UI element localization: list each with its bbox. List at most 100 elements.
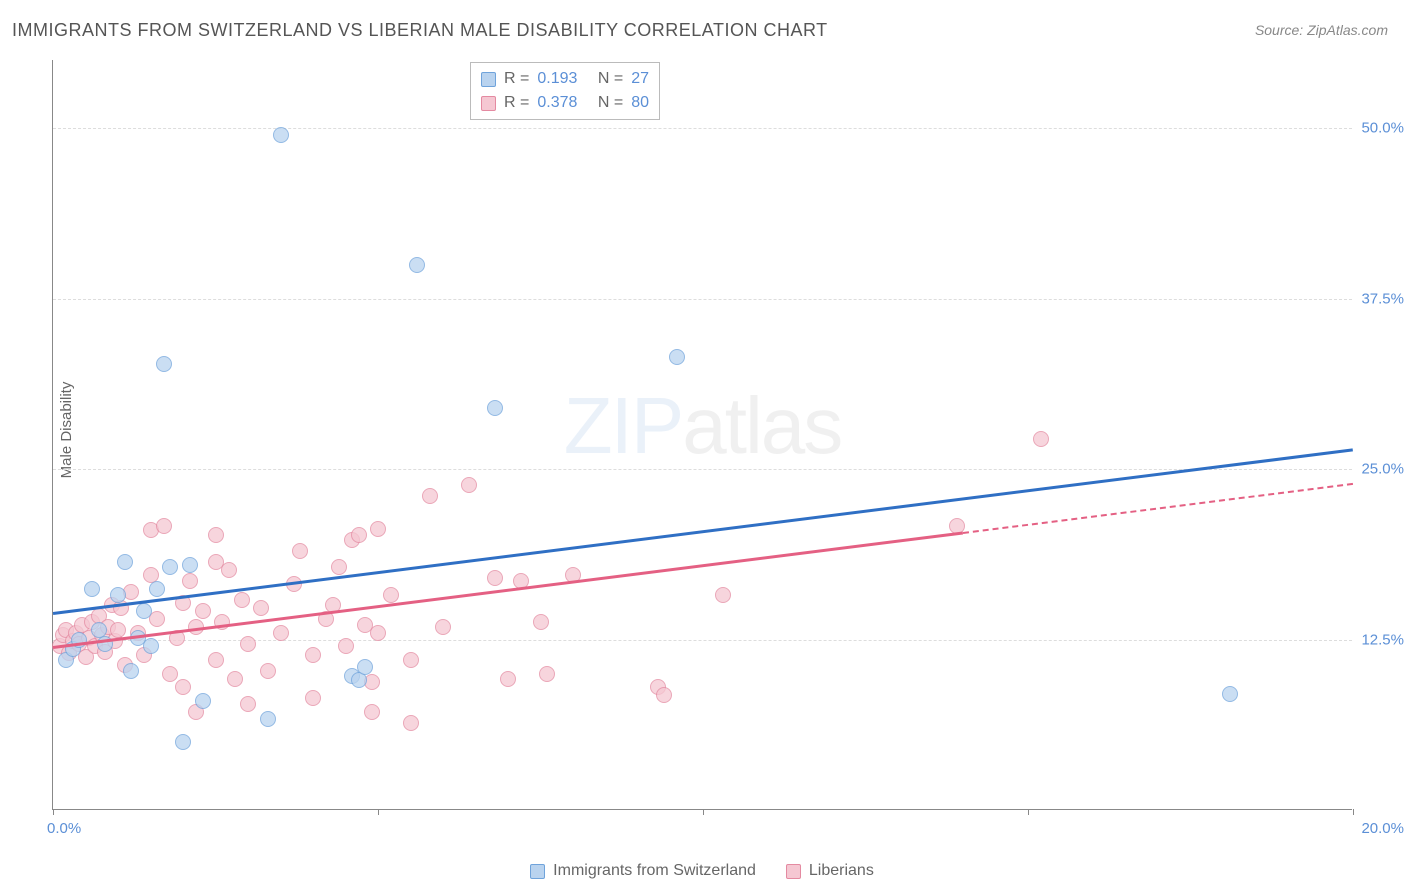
scatter-point [292,543,308,559]
y-tick-label: 37.5% [1356,290,1404,307]
gridline [53,469,1352,470]
legend-stats-row: R = 0.193 N = 27 [481,67,649,91]
scatter-point [123,663,139,679]
legend-n-value-0: 27 [631,67,649,91]
plot-area: ZIPatlas 12.5%25.0%37.5%50.0%0.0%20.0% [52,60,1352,810]
legend-item: Immigrants from Switzerland [530,862,756,880]
scatter-point [305,690,321,706]
legend-swatch-series-1 [481,96,496,111]
trend-line [53,449,1353,615]
legend-swatch-series-1 [786,864,801,879]
scatter-point [208,527,224,543]
x-tick [703,809,704,815]
scatter-point [656,687,672,703]
scatter-point [461,477,477,493]
legend-r-value-0: 0.193 [537,67,577,91]
scatter-point [240,696,256,712]
gridline [53,128,1352,129]
legend-n-value-1: 80 [631,91,649,115]
scatter-point [175,734,191,750]
scatter-point [715,587,731,603]
correlation-chart: IMMIGRANTS FROM SWITZERLAND VS LIBERIAN … [0,0,1406,892]
scatter-point [338,638,354,654]
scatter-point [84,581,100,597]
legend-swatch-series-0 [481,72,496,87]
scatter-point [487,400,503,416]
scatter-point [253,600,269,616]
scatter-point [221,562,237,578]
legend-label: Liberians [809,862,874,880]
scatter-point [487,570,503,586]
scatter-point [403,652,419,668]
scatter-point [182,557,198,573]
scatter-point [273,127,289,143]
watermark: ZIPatlas [564,379,841,471]
y-tick-label: 12.5% [1356,631,1404,648]
scatter-point [351,527,367,543]
y-tick-label: 25.0% [1356,461,1404,478]
legend-swatch-series-0 [530,864,545,879]
scatter-point [351,672,367,688]
scatter-point [1033,431,1049,447]
scatter-point [240,636,256,652]
scatter-point [234,592,250,608]
x-tick-label: 0.0% [47,820,81,837]
scatter-point [305,647,321,663]
scatter-point [435,619,451,635]
scatter-point [143,638,159,654]
legend-r-value-1: 0.378 [537,91,577,115]
trend-line [53,532,963,649]
scatter-point [110,587,126,603]
scatter-point [175,679,191,695]
scatter-point [149,581,165,597]
legend-r-label: R = [504,91,529,115]
scatter-point [117,554,133,570]
x-tick-label: 20.0% [1361,820,1404,837]
scatter-point [273,625,289,641]
scatter-point [500,671,516,687]
scatter-point [669,349,685,365]
legend-stats-row: R = 0.378 N = 80 [481,91,649,115]
scatter-point [110,622,126,638]
scatter-point [370,625,386,641]
source-attribution: Source: ZipAtlas.com [1255,22,1388,38]
chart-title: IMMIGRANTS FROM SWITZERLAND VS LIBERIAN … [12,20,828,41]
scatter-point [383,587,399,603]
scatter-point [357,659,373,675]
scatter-point [260,663,276,679]
y-tick-label: 50.0% [1356,120,1404,137]
scatter-point [195,603,211,619]
legend-stats: R = 0.193 N = 27 R = 0.378 N = 80 [470,62,660,120]
scatter-point [136,603,152,619]
scatter-point [156,518,172,534]
x-tick [378,809,379,815]
x-tick [1353,809,1354,815]
scatter-point [403,715,419,731]
scatter-point [227,671,243,687]
scatter-point [539,666,555,682]
legend-r-label: R = [504,67,529,91]
scatter-point [260,711,276,727]
scatter-point [370,521,386,537]
watermark-zip: ZIP [564,380,682,469]
gridline [53,299,1352,300]
scatter-point [422,488,438,504]
scatter-point [533,614,549,630]
scatter-point [195,693,211,709]
scatter-point [409,257,425,273]
scatter-point [1222,686,1238,702]
source-label: Source: [1255,22,1307,38]
scatter-point [162,666,178,682]
legend-n-label: N = [598,67,623,91]
legend-series: Immigrants from Switzerland Liberians [52,862,1352,880]
legend-item: Liberians [786,862,874,880]
source-name: ZipAtlas.com [1307,22,1388,38]
scatter-point [331,559,347,575]
scatter-point [208,652,224,668]
watermark-atlas: atlas [682,380,841,469]
scatter-point [162,559,178,575]
legend-n-label: N = [598,91,623,115]
scatter-point [364,704,380,720]
x-tick [1028,809,1029,815]
scatter-point [182,573,198,589]
